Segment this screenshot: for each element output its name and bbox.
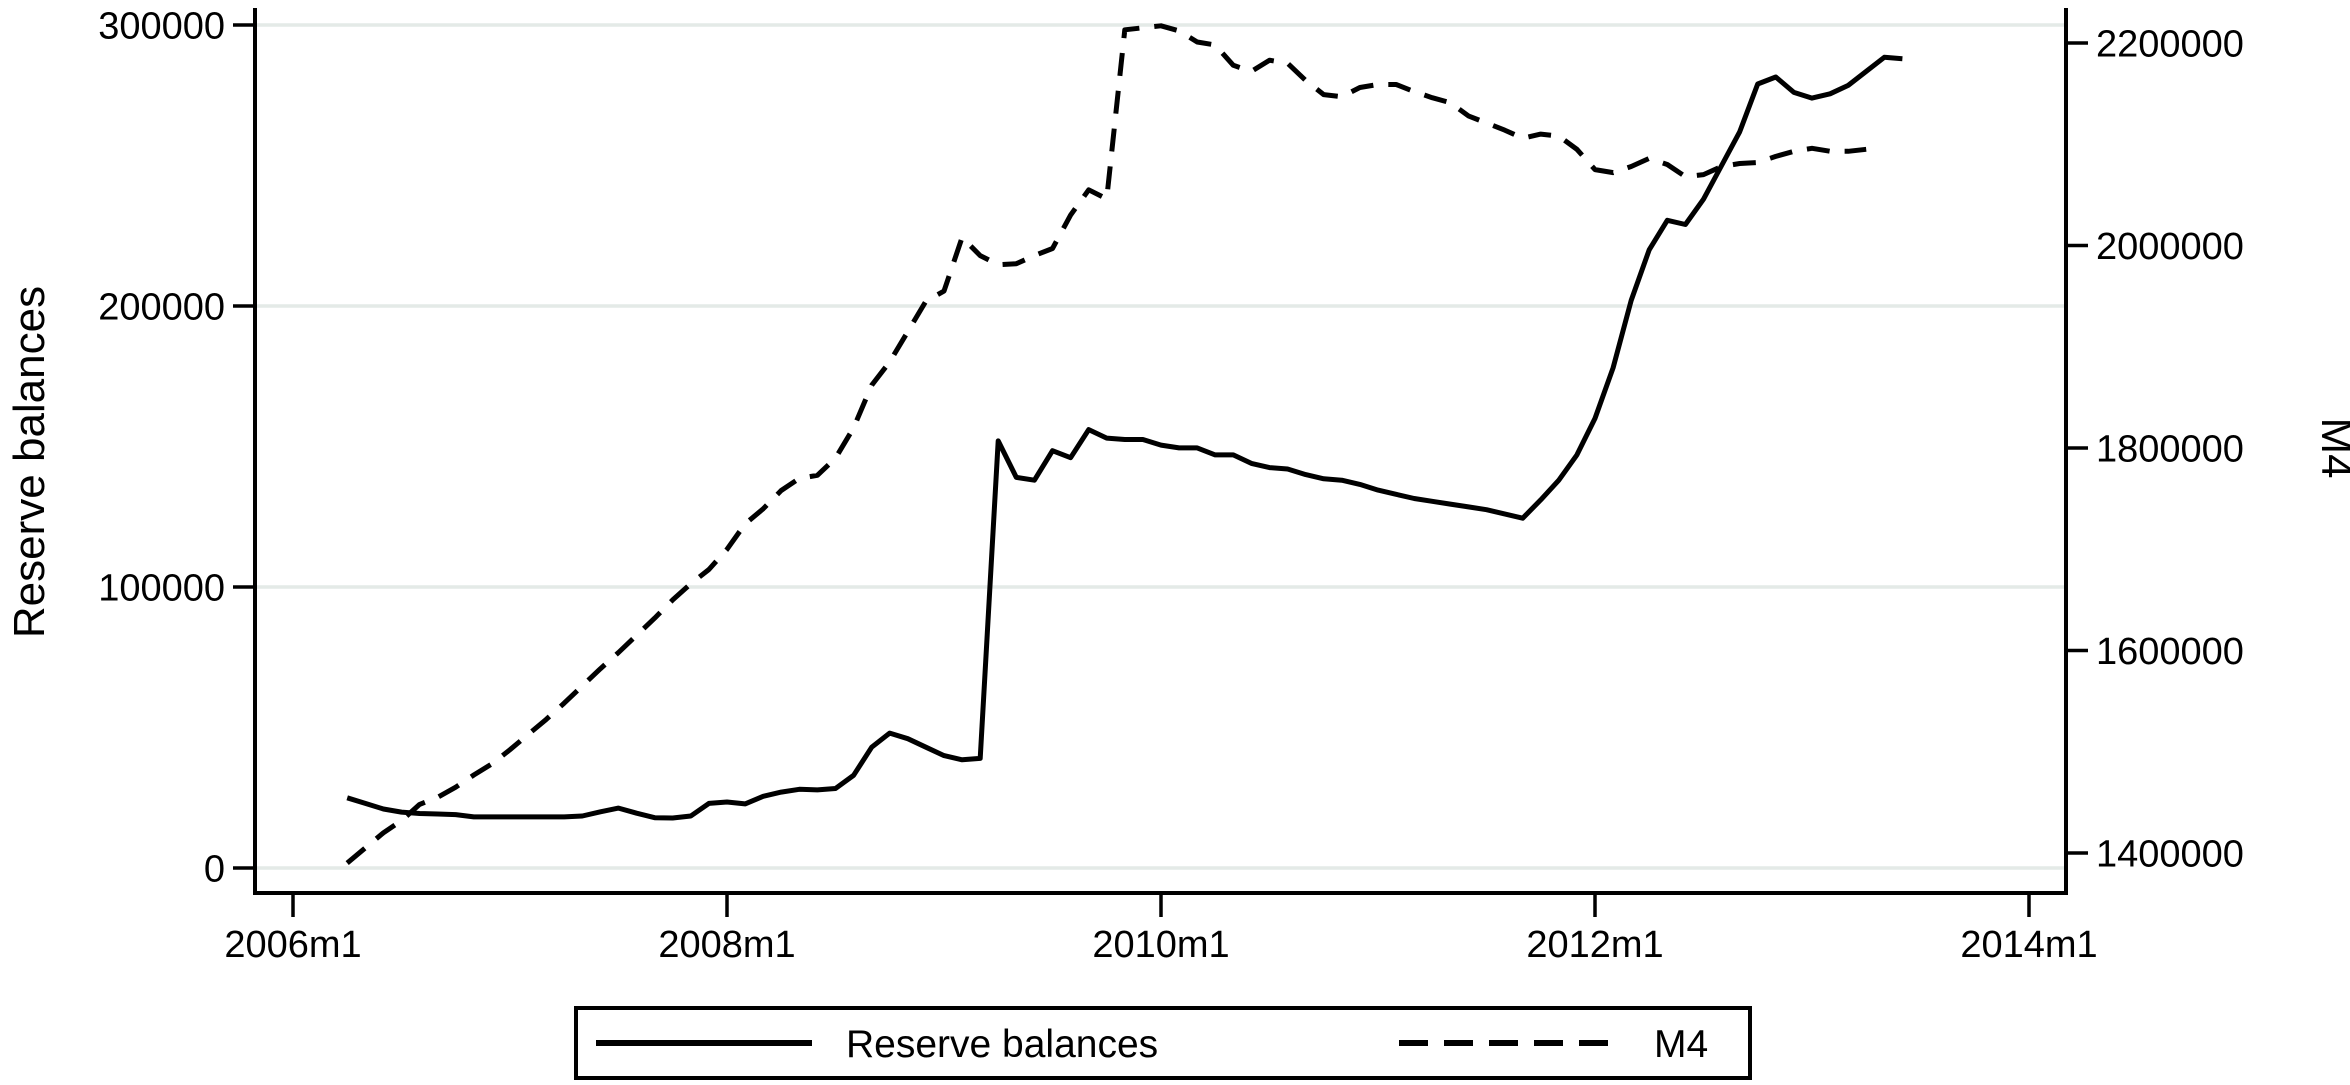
y-right-tick-label: 1600000 (2096, 631, 2244, 673)
y-left-tick-label: 300000 (98, 6, 225, 48)
legend-label-m4: M4 (1654, 1023, 1708, 1066)
legend-label-reserve: Reserve balances (846, 1023, 1158, 1066)
right-axis-title: M4 (2312, 417, 2350, 478)
y-right-tick-label: 1800000 (2096, 429, 2244, 471)
axis-frame (253, 8, 2068, 895)
y-axis-right-ticks: 1400000 1600000 1800000 2000000 2200000 (2066, 24, 2244, 876)
x-axis-ticks: 2006m1 2008m1 2010m1 2012m1 2014m1 (224, 893, 2098, 966)
m4-line (345, 23, 1867, 866)
y-axis-left-ticks: 0 100000 200000 300000 (98, 6, 255, 891)
left-axis-title: Reserve balances (5, 286, 54, 638)
x-tick-label: 2014m1 (1960, 924, 2097, 966)
y-right-tick-label: 2200000 (2096, 24, 2244, 66)
x-tick-label: 2006m1 (224, 924, 361, 966)
y-left-tick-label: 200000 (98, 287, 225, 329)
x-tick-label: 2012m1 (1526, 924, 1663, 966)
x-tick-label: 2010m1 (1092, 924, 1229, 966)
x-tick-label: 2008m1 (658, 924, 795, 966)
reserve-balances-line (346, 54, 1903, 821)
y-right-tick-label: 2000000 (2096, 226, 2244, 268)
y-left-tick-label: 0 (204, 849, 225, 891)
y-right-tick-label: 1400000 (2096, 834, 2244, 876)
legend: Reserve balances M4 (574, 1006, 1752, 1080)
y-left-tick-label: 100000 (98, 568, 225, 610)
